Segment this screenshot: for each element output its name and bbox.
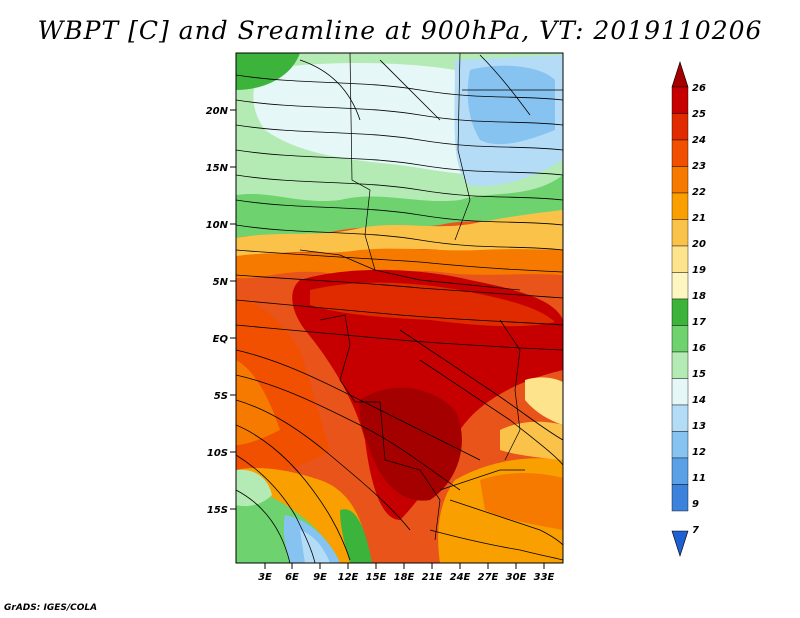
colorbar-label: 19 bbox=[692, 265, 706, 276]
lon-label: 6E bbox=[285, 572, 299, 583]
colorbar-labels: 26 25 24 23 22 21 20 19 18 17 16 15 14 1… bbox=[692, 83, 706, 536]
colorbar-label: 26 bbox=[692, 83, 706, 94]
lat-label: 15N bbox=[206, 163, 229, 174]
lon-axis bbox=[264, 563, 545, 569]
colorbar-top-arrow bbox=[671, 61, 689, 88]
colorbar-box bbox=[671, 139, 689, 167]
colorbar-box bbox=[671, 166, 689, 194]
colorbar-box bbox=[671, 219, 689, 247]
lat-label: 10S bbox=[207, 448, 228, 459]
streamlines bbox=[236, 54, 563, 563]
colorbar-label: 15 bbox=[692, 369, 706, 380]
colorbar-box bbox=[671, 457, 689, 485]
lat-label: EQ bbox=[213, 334, 229, 345]
colorbar-label: 17 bbox=[692, 317, 706, 328]
temperature-field bbox=[236, 53, 563, 563]
lat-label: 5N bbox=[213, 277, 229, 288]
colorbar-bottom-arrow bbox=[671, 530, 689, 557]
lon-label: 9E bbox=[313, 572, 327, 583]
lon-labels: 3E 6E 9E 12E 15E 18E 21E 24E 27E 30E 33E bbox=[258, 572, 554, 583]
colorbar-label: 25 bbox=[692, 109, 706, 120]
lon-label: 3E bbox=[258, 572, 272, 583]
lat-labels: 20N 15N 10N 5N EQ 5S 10S 15S bbox=[206, 106, 229, 516]
lat-axis bbox=[230, 109, 236, 510]
colorbar-boxes bbox=[671, 86, 689, 512]
lon-label: 21E bbox=[422, 572, 443, 583]
colorbar: 26 25 24 23 22 21 20 19 18 17 16 15 14 1… bbox=[671, 61, 706, 557]
colorbar-label: 22 bbox=[692, 187, 706, 198]
lon-label: 33E bbox=[534, 572, 555, 583]
colorbar-label: 12 bbox=[692, 447, 706, 458]
colorbar-label: 16 bbox=[692, 343, 706, 354]
lat-label: 5S bbox=[214, 391, 228, 402]
colorbar-box bbox=[671, 298, 689, 326]
colorbar-label: 9 bbox=[692, 499, 699, 510]
colorbar-label: 7 bbox=[692, 525, 699, 536]
colorbar-box bbox=[671, 484, 689, 512]
colorbar-box bbox=[671, 325, 689, 353]
colorbar-label: 13 bbox=[692, 421, 706, 432]
lon-label: 15E bbox=[366, 572, 387, 583]
colorbar-label: 18 bbox=[692, 291, 706, 302]
colorbar-label: 21 bbox=[692, 213, 706, 224]
lat-label: 10N bbox=[206, 220, 229, 231]
colorbar-box bbox=[671, 86, 689, 114]
colorbar-box bbox=[671, 378, 689, 406]
lon-label: 27E bbox=[478, 572, 499, 583]
lat-label: 20N bbox=[206, 106, 229, 117]
colorbar-box bbox=[671, 351, 689, 379]
lon-label: 18E bbox=[394, 572, 415, 583]
colorbar-box bbox=[671, 192, 689, 220]
colorbar-box bbox=[671, 272, 689, 300]
colorbar-box bbox=[671, 245, 689, 273]
lon-label: 30E bbox=[506, 572, 527, 583]
colorbar-label: 14 bbox=[692, 395, 706, 406]
map-frame bbox=[235, 52, 564, 564]
grads-credit: GrADS: IGES/COLA bbox=[4, 603, 98, 613]
colorbar-label: 23 bbox=[692, 161, 706, 172]
colorbar-box bbox=[671, 404, 689, 432]
lon-label: 12E bbox=[338, 572, 359, 583]
colorbar-label: 24 bbox=[692, 135, 706, 146]
lat-label: 15S bbox=[207, 505, 228, 516]
country-borders bbox=[299, 53, 563, 541]
colorbar-box bbox=[671, 431, 689, 459]
lon-label: 24E bbox=[450, 572, 471, 583]
map-title: WBPT [C] and Sreamline at 900hPa, VT: 20… bbox=[37, 16, 763, 45]
colorbar-box bbox=[671, 113, 689, 141]
colorbar-label: 11 bbox=[692, 473, 706, 484]
colorbar-label: 20 bbox=[692, 239, 706, 250]
